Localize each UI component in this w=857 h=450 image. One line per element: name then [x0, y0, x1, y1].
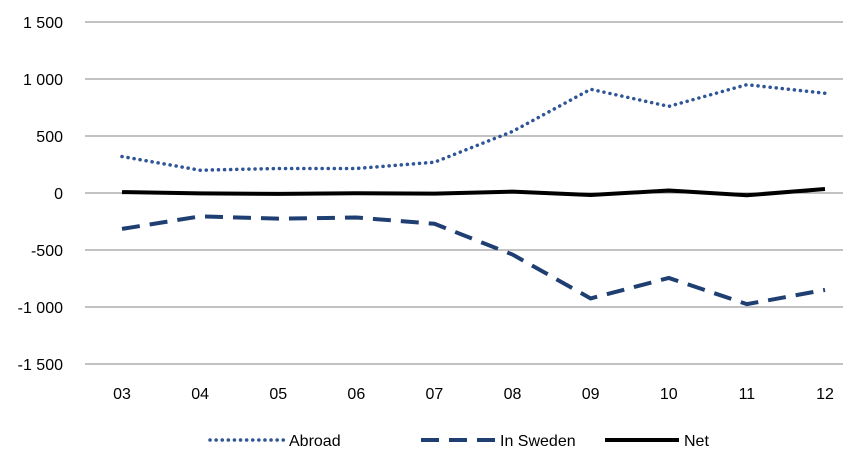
x-tick-label: 09: [582, 386, 600, 403]
y-tick-label: 0: [54, 186, 63, 203]
series-lines: [120, 82, 827, 307]
series-line: [121, 187, 826, 198]
series-in-sweden: [121, 214, 826, 307]
legend-item: Net: [605, 433, 709, 450]
series-line: [121, 214, 826, 307]
legend-item: Abroad: [208, 433, 341, 450]
legend: Abroad In Sweden Net: [208, 433, 709, 450]
x-axis-tick-labels: 03 04 05 06 07 08 09 10 11 12: [113, 386, 834, 403]
x-tick-label: 05: [269, 386, 287, 403]
x-tick-label: 06: [347, 386, 365, 403]
x-tick-label: 04: [191, 386, 209, 403]
x-tick-label: 10: [660, 386, 678, 403]
y-tick-label: 1 000: [23, 72, 63, 89]
y-tick-label: -500: [31, 243, 63, 260]
x-tick-label: 07: [426, 386, 444, 403]
y-axis-tick-labels: 1 500 1 000 500 0 -500 -1 000 -1 500: [18, 15, 63, 374]
x-tick-label: 08: [504, 386, 522, 403]
y-tick-label: -1 500: [18, 357, 63, 374]
legend-item: In Sweden: [421, 433, 576, 450]
legend-label: In Sweden: [500, 433, 576, 450]
y-tick-label: -1 000: [18, 300, 63, 317]
series-line: [120, 82, 827, 172]
series-net: [121, 187, 826, 198]
x-tick-label: 12: [816, 386, 834, 403]
series-abroad: [120, 82, 827, 172]
legend-label: Abroad: [289, 433, 341, 450]
y-tick-label: 1 500: [23, 15, 63, 32]
x-tick-label: 11: [739, 386, 756, 403]
y-tick-label: 500: [36, 129, 63, 146]
x-tick-label: 03: [113, 386, 131, 403]
legend-label: Net: [684, 433, 709, 450]
